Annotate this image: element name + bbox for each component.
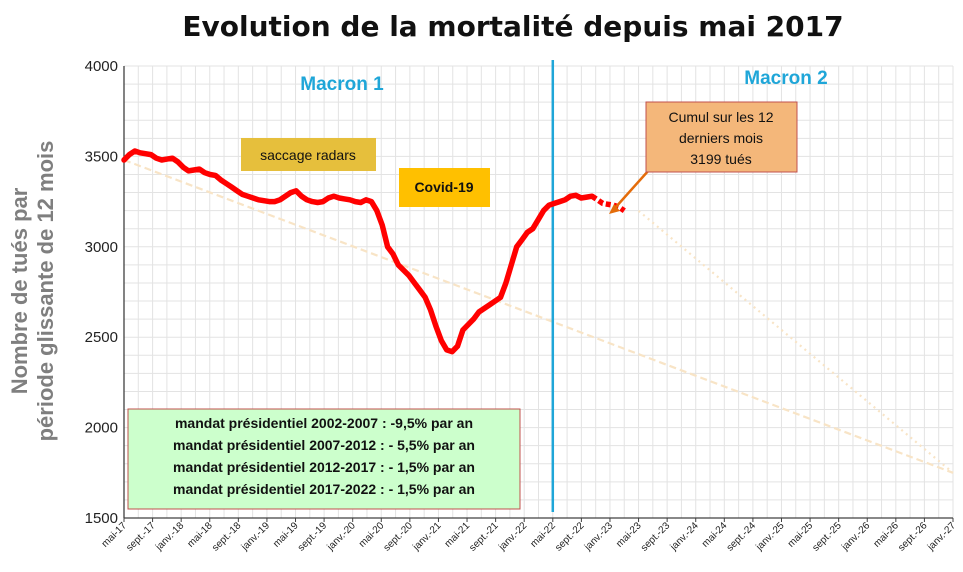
legend-line-2012-2017: mandat présidentiel 2012-2017 : - 1,5% p… — [173, 459, 475, 475]
trend-lines — [123, 158, 954, 474]
annotation-saccage-radars: saccage radars — [241, 138, 376, 171]
legend-box — [127, 408, 521, 510]
annotation-saccage-box — [241, 138, 376, 171]
x-tick-label: janv.-25 — [753, 520, 786, 553]
x-tick-label: sept.-23 — [639, 520, 673, 554]
trend-line — [637, 209, 954, 474]
series-mortality — [121, 148, 626, 355]
period-label-macron-2: Macron 2 — [744, 68, 827, 89]
y-tick-label: 3000 — [85, 239, 118, 256]
series-line-solid — [121, 148, 595, 355]
x-tick-label: sept.-22 — [553, 520, 587, 554]
x-tick-label: sept.-25 — [810, 520, 844, 554]
x-tick-label: sept.-18 — [210, 520, 244, 554]
annotation-saccage-text: saccage radars — [260, 147, 356, 163]
y-tick-label: 2000 — [85, 420, 118, 437]
x-tick-label: sept.-20 — [382, 520, 416, 554]
period-label-macron-1: Macron 1 — [300, 74, 384, 95]
annotation-cumul-line-3: 3199 tués — [690, 151, 752, 167]
x-tick-label: janv.-21 — [410, 520, 443, 553]
x-tick-label: sept.-17 — [124, 520, 158, 554]
x-tick-label: sept.-21 — [467, 520, 501, 554]
series-line-recent — [590, 193, 626, 214]
trend-line — [123, 158, 954, 474]
x-tick-label: janv.-24 — [668, 520, 701, 553]
x-tick-label: janv.-20 — [325, 520, 358, 553]
x-tick-label: janv.-27 — [925, 520, 958, 553]
x-tick-label: janv.-26 — [839, 520, 872, 553]
y-tick-label: 3500 — [85, 148, 118, 165]
y-axis-label-line-1: Nombre de tués par — [7, 187, 32, 394]
x-tick-label: janv.-22 — [496, 520, 529, 553]
annotation-cumul: Cumul sur les 12 derniers mois 3199 tués — [609, 101, 798, 214]
y-tick-label: 2500 — [85, 329, 118, 346]
y-axis-label: Nombre de tués par période glissante de … — [7, 141, 58, 442]
axes — [123, 66, 953, 519]
annotation-covid: Covid-19 — [399, 168, 490, 207]
legend-mandates: mandat présidentiel 2002-2007 : -9,5% pa… — [127, 408, 521, 510]
y-tick-labels: 1500 2000 2500 3000 3500 4000 — [85, 58, 118, 527]
y-tick-label: 4000 — [85, 58, 118, 75]
annotation-covid-box — [399, 168, 490, 207]
y-axis-label-line-2: période glissante de 12 mois — [33, 141, 58, 442]
chart-title: Evolution de la mortalité depuis mai 201… — [182, 10, 843, 43]
cumul-arrow-head — [609, 204, 620, 214]
x-tick-label: janv.-19 — [239, 520, 272, 553]
legend-line-2002-2007: mandat présidentiel 2002-2007 : -9,5% pa… — [175, 415, 473, 431]
x-tick-label: sept.-24 — [725, 520, 759, 554]
x-tick-label: sept.-26 — [896, 520, 930, 554]
y-tick-label: 1500 — [85, 510, 118, 527]
annotation-cumul-box — [645, 101, 798, 173]
annotation-cumul-line-2: derniers mois — [679, 130, 763, 146]
legend-line-2017-2022: mandat présidentiel 2017-2022 : - 1,5% p… — [173, 481, 475, 497]
x-tick-label: sept.-19 — [296, 520, 330, 554]
x-tick-label: janv.-23 — [582, 520, 615, 553]
x-tick-label: janv.-18 — [153, 520, 186, 553]
annotation-cumul-line-1: Cumul sur les 12 — [668, 109, 773, 125]
legend-line-2007-2012: mandat présidentiel 2007-2012 : - 5,5% p… — [173, 437, 475, 453]
annotation-covid-text: Covid-19 — [414, 179, 473, 195]
cumul-arrow-line — [614, 169, 650, 209]
